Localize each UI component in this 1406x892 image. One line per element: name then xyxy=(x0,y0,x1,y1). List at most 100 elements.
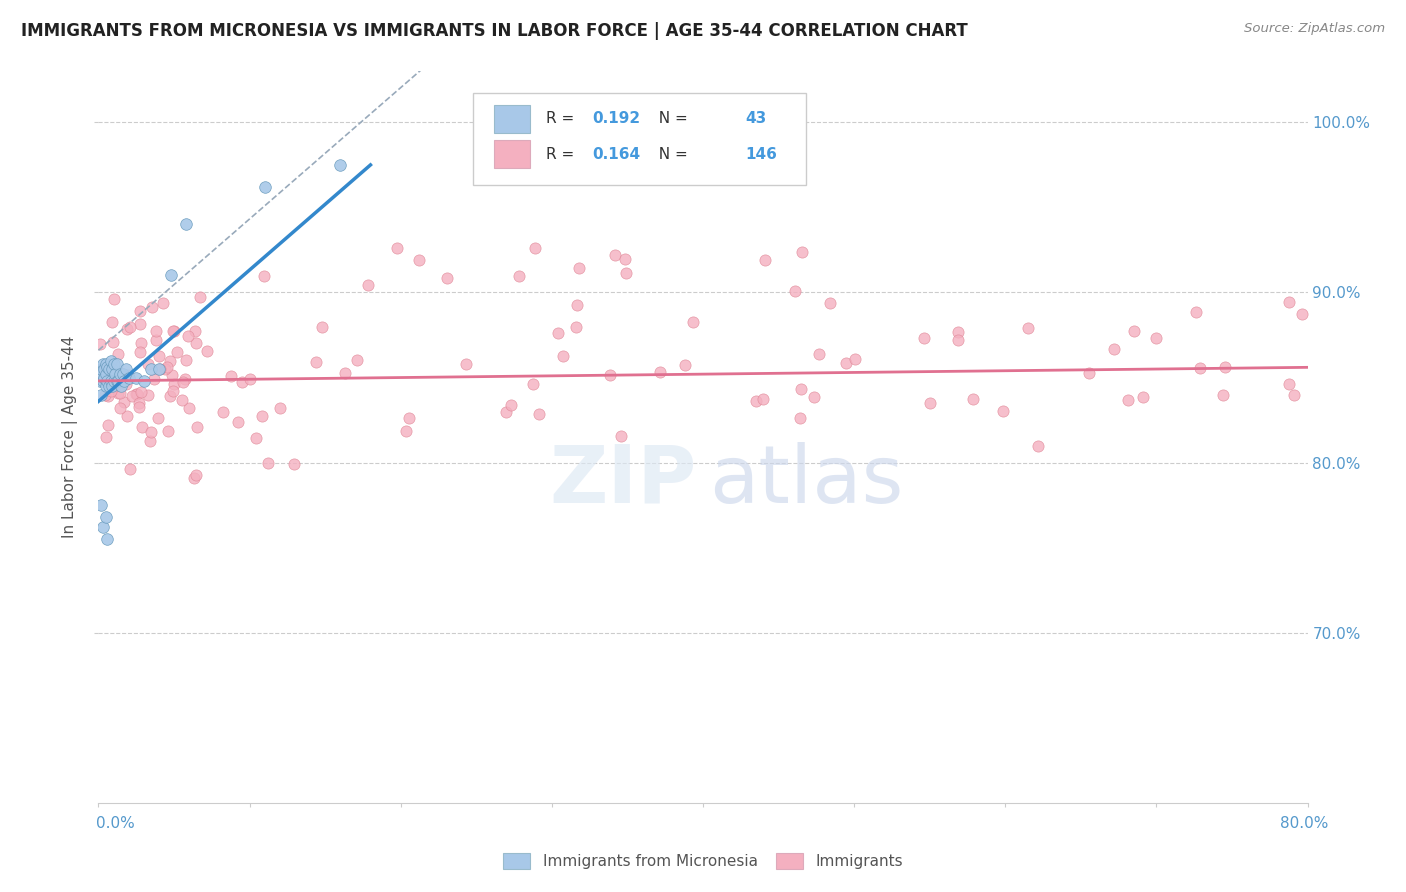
Immigrants xyxy=(253,268,276,283)
Immigrants xyxy=(108,386,131,401)
Immigrants from Micronesia xyxy=(105,374,128,388)
Immigrants xyxy=(673,358,696,372)
Immigrants xyxy=(163,377,186,392)
Immigrants xyxy=(648,366,671,380)
Immigrants xyxy=(159,389,181,403)
Immigrants xyxy=(991,404,1014,418)
Immigrants from Micronesia xyxy=(101,379,124,393)
Immigrants from Micronesia xyxy=(93,370,115,384)
Immigrants xyxy=(744,394,766,409)
Immigrants xyxy=(152,295,174,310)
Immigrants xyxy=(114,376,136,391)
Immigrants from Micronesia xyxy=(100,374,122,388)
Immigrants xyxy=(145,324,167,338)
Immigrants from Micronesia xyxy=(105,357,128,371)
Immigrants from Micronesia xyxy=(111,367,134,381)
Immigrants from Micronesia xyxy=(94,367,117,381)
Immigrants xyxy=(91,364,114,378)
Immigrants xyxy=(183,471,205,485)
Immigrants xyxy=(239,372,262,386)
Immigrants xyxy=(790,382,813,396)
Immigrants xyxy=(1189,361,1212,376)
Legend: Immigrants from Micronesia, Immigrants: Immigrants from Micronesia, Immigrants xyxy=(496,847,910,875)
Immigrants xyxy=(547,326,569,341)
Immigrants xyxy=(131,384,153,399)
Immigrants xyxy=(153,362,176,376)
Text: 0.0%: 0.0% xyxy=(96,816,135,831)
Immigrants xyxy=(170,393,193,408)
Text: N =: N = xyxy=(648,112,692,127)
Immigrants from Micronesia xyxy=(90,362,112,376)
Immigrants from Micronesia xyxy=(114,362,136,376)
Immigrants from Micronesia xyxy=(108,367,131,381)
Immigrants from Micronesia xyxy=(89,367,111,381)
Immigrants xyxy=(184,324,207,338)
Immigrants xyxy=(172,376,194,390)
Immigrants xyxy=(495,405,517,419)
Immigrants xyxy=(1215,360,1237,375)
Immigrants xyxy=(599,368,621,383)
Immigrants xyxy=(948,325,970,339)
Immigrants xyxy=(1278,294,1301,309)
Immigrants xyxy=(1102,342,1125,356)
Immigrants xyxy=(112,394,135,409)
Immigrants xyxy=(808,347,831,361)
Immigrants xyxy=(117,368,139,382)
Immigrants xyxy=(219,368,242,383)
Immigrants xyxy=(436,271,458,285)
Immigrants xyxy=(752,392,775,406)
Immigrants xyxy=(97,417,120,432)
Immigrants from Micronesia xyxy=(148,362,170,376)
Immigrants xyxy=(283,458,305,472)
Immigrants xyxy=(1028,439,1050,453)
Immigrants xyxy=(139,434,162,449)
Immigrants xyxy=(818,296,841,310)
Immigrants xyxy=(1116,393,1139,408)
Immigrants from Micronesia xyxy=(174,218,197,232)
Immigrants xyxy=(104,379,127,393)
Immigrants xyxy=(108,401,131,415)
Immigrants xyxy=(1132,390,1154,404)
Immigrants from Micronesia xyxy=(101,362,124,376)
Immigrants xyxy=(101,334,124,349)
Immigrants xyxy=(94,370,117,384)
Immigrants xyxy=(918,396,941,410)
Immigrants xyxy=(156,360,179,375)
Immigrants xyxy=(212,405,235,419)
Immigrants from Micronesia xyxy=(112,374,135,388)
Immigrants xyxy=(1122,324,1144,338)
Immigrants xyxy=(146,411,169,425)
Immigrants from Micronesia xyxy=(125,370,148,384)
Immigrants from Micronesia xyxy=(107,374,129,388)
Immigrants xyxy=(107,347,129,361)
Immigrants xyxy=(129,304,152,318)
Immigrants from Micronesia xyxy=(118,370,141,384)
Immigrants from Micronesia xyxy=(90,387,112,401)
Immigrants xyxy=(173,372,195,386)
Immigrants from Micronesia xyxy=(103,374,125,388)
Immigrants xyxy=(188,289,211,303)
FancyBboxPatch shape xyxy=(494,105,530,133)
Immigrants xyxy=(94,387,117,401)
Immigrants from Micronesia xyxy=(253,180,276,194)
Immigrants xyxy=(1212,388,1234,402)
Immigrants xyxy=(120,320,142,334)
Immigrants xyxy=(197,343,219,358)
Immigrants xyxy=(269,401,291,416)
Immigrants xyxy=(114,368,136,383)
Immigrants xyxy=(162,324,184,338)
Text: 146: 146 xyxy=(745,146,778,161)
Text: atlas: atlas xyxy=(709,442,904,520)
Immigrants from Micronesia xyxy=(98,362,121,376)
Y-axis label: In Labor Force | Age 35-44: In Labor Force | Age 35-44 xyxy=(62,336,79,538)
Immigrants xyxy=(184,336,207,351)
Immigrants xyxy=(682,315,704,329)
Immigrants xyxy=(398,410,420,425)
Immigrants xyxy=(835,356,858,370)
Immigrants xyxy=(162,368,184,382)
Immigrants from Micronesia xyxy=(94,379,117,393)
Immigrants xyxy=(614,252,637,266)
Immigrants from Micronesia xyxy=(141,362,163,376)
Immigrants xyxy=(408,253,430,268)
Immigrants xyxy=(231,376,253,390)
